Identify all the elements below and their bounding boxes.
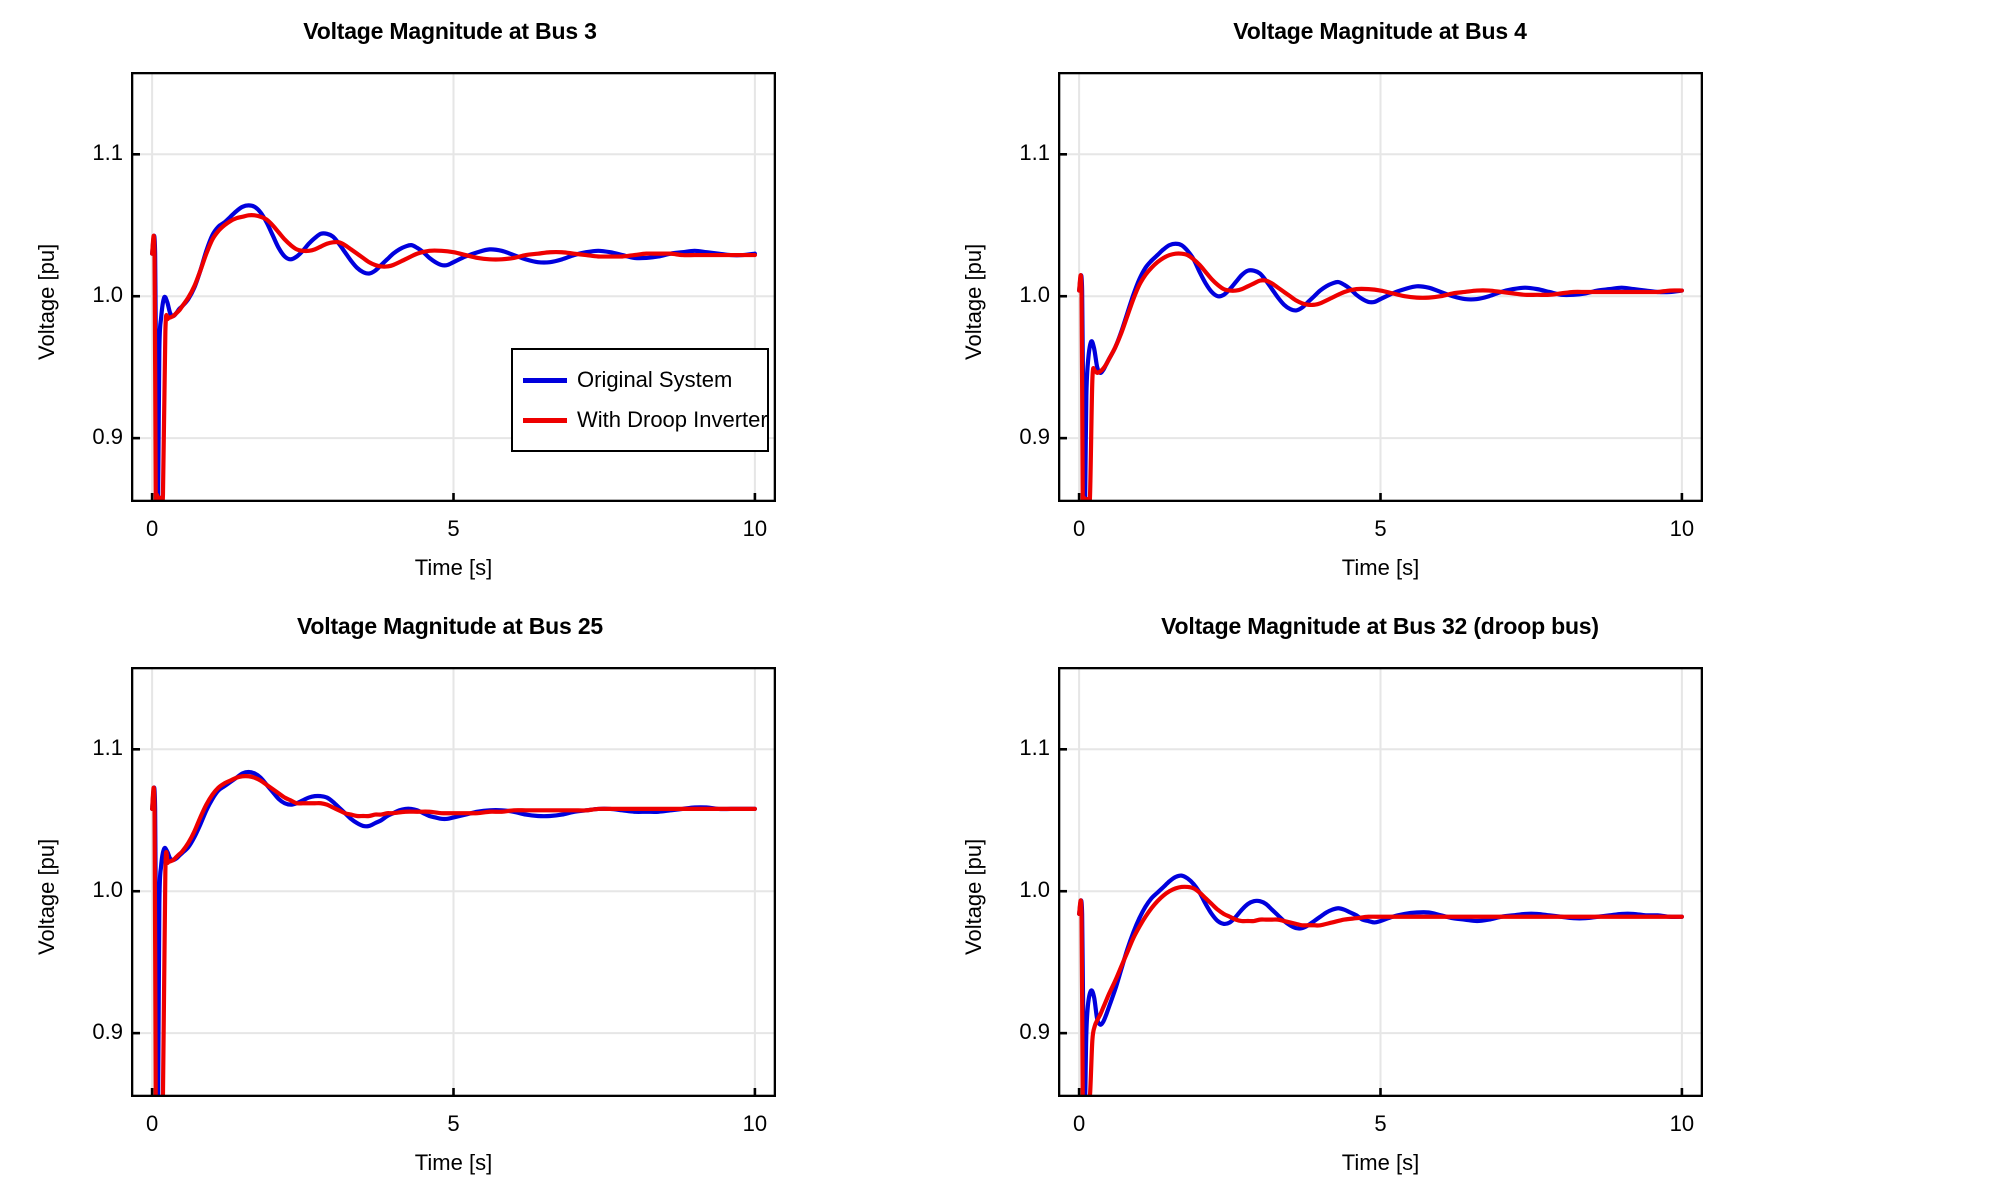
legend-entry-label: With Droop Inverter [577,407,768,432]
legend-entry-label: Original System [577,367,733,392]
x-tick-label: 0 [1072,516,1086,541]
legend-line-swatch [523,377,567,383]
subplot-title: Voltage Magnitude at Bus 25 [297,613,603,639]
y-axis-label: Voltage [pu] [961,838,986,955]
plot-area: Original System With Droop Inverter [131,72,776,502]
x-axis-label: Time [s] [414,555,493,580]
y-tick-label: 1.1 [92,735,123,761]
y-axis-label: Voltage [pu] [961,243,986,360]
y-tick-label: 1.1 [1019,140,1050,166]
subplot-bus-4: Voltage Magnitude at Bus 4 Voltage [pu] … [930,10,1930,580]
subplot-title: Voltage Magnitude at Bus 4 [1233,18,1527,44]
y-tick-label: 0.9 [1019,424,1050,450]
y-tick-label: 1.0 [1019,282,1050,308]
x-tick-label: 5 [447,516,460,541]
subplot-title: Voltage Magnitude at Bus 3 [303,18,597,44]
y-axis-label: Voltage [pu] [34,838,59,955]
x-tick-label: 5 [1374,1111,1387,1136]
x-tick-label: 5 [447,1111,460,1136]
subplot-bus-32: Voltage Magnitude at Bus 32 (droop bus) … [930,605,1930,1175]
y-tick-label: 1.0 [92,877,123,903]
plot-area [1058,667,1703,1097]
y-tick-label: 0.9 [1019,1019,1050,1045]
x-tick-label: 0 [145,1111,159,1136]
subplot-title: Voltage Magnitude at Bus 32 (droop bus) [1161,613,1599,639]
x-tick-label: 10 [742,516,768,541]
plot-svg [131,72,776,502]
y-tick-label: 1.0 [92,282,123,308]
y-tick-label: 1.1 [1019,735,1050,761]
x-tick-label: 5 [1374,516,1387,541]
y-axis-label: Voltage [pu] [34,243,59,360]
legend-line-swatch [523,417,567,423]
x-tick-label: 10 [1669,516,1695,541]
y-tick-label: 0.9 [92,424,123,450]
x-tick-label: 10 [742,1111,768,1136]
x-axis-label: Time [s] [414,1150,493,1175]
legend-entry[interactable]: With Droop Inverter [523,400,768,440]
plot-svg [1058,72,1703,502]
x-tick-label: 10 [1669,1111,1695,1136]
subplot-bus-3: Voltage Magnitude at Bus 3 Original Syst… [0,10,1000,580]
x-axis-label: Time [s] [1341,555,1420,580]
legend-entry[interactable]: Original System [523,360,757,400]
x-axis-label: Time [s] [1341,1150,1420,1175]
x-tick-label: 0 [1072,1111,1086,1136]
plot-svg [131,667,776,1097]
plot-area [1058,72,1703,502]
x-tick-label: 0 [145,516,159,541]
subplot-bus-25: Voltage Magnitude at Bus 25 Voltage [pu]… [0,605,1000,1175]
legend[interactable]: Original System With Droop Inverter [511,348,769,452]
y-tick-label: 0.9 [92,1019,123,1045]
plot-svg [1058,667,1703,1097]
y-tick-label: 1.0 [1019,877,1050,903]
plot-area [131,667,776,1097]
y-tick-label: 1.1 [92,140,123,166]
